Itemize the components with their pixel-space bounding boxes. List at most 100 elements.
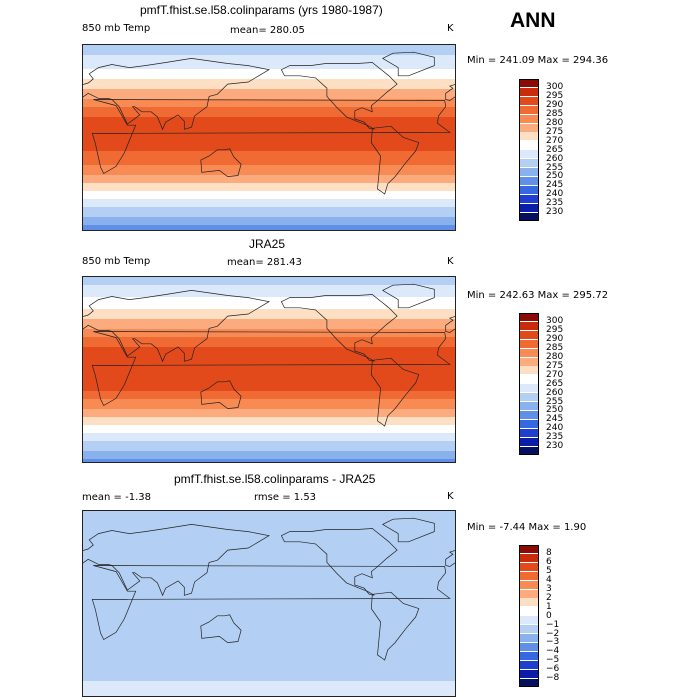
field-band <box>83 357 455 360</box>
field-band <box>83 637 455 640</box>
field-band <box>83 371 455 374</box>
colorbar-swatch <box>519 419 539 428</box>
field-band <box>83 305 455 308</box>
colorbar-swatch <box>519 366 539 375</box>
field-band <box>83 537 455 540</box>
colorbar-tick-label: 240 <box>546 189 564 200</box>
colorbar-tick-label: 265 <box>546 378 564 389</box>
panel-1-field-label: 850 mb Temp <box>82 23 151 34</box>
field-band <box>83 93 455 96</box>
colorbar-swatch <box>519 357 539 366</box>
colorbar-swatch <box>519 168 539 176</box>
colorbar-swatch <box>519 79 539 87</box>
field-band <box>83 119 455 122</box>
field-band <box>83 661 455 664</box>
colorbar-tick-label: −6 <box>546 664 560 675</box>
field-band <box>83 437 455 440</box>
colorbar-swatch <box>519 607 539 616</box>
field-band <box>83 389 455 392</box>
field-band <box>83 639 455 642</box>
field-band <box>83 431 455 434</box>
colorbar-swatch <box>519 321 539 330</box>
field-band <box>83 363 455 366</box>
colorbar-swatch <box>519 159 539 168</box>
field-band <box>83 605 455 608</box>
field-band <box>83 615 455 618</box>
field-band <box>83 623 455 626</box>
field-band <box>83 577 455 580</box>
colorbar-swatch <box>519 446 539 455</box>
colorbar-swatch <box>519 580 539 589</box>
colorbar-tick-label: 275 <box>546 360 564 371</box>
field-band <box>83 583 455 586</box>
field-band <box>83 613 455 616</box>
field-band <box>83 177 455 180</box>
field-band <box>83 383 455 386</box>
coastline <box>381 517 435 543</box>
field-band <box>83 525 455 528</box>
field-band <box>83 115 455 118</box>
coastline <box>91 99 451 174</box>
field-band <box>83 289 455 292</box>
field-band <box>83 679 455 682</box>
field-band <box>83 435 455 438</box>
field-band <box>83 321 455 324</box>
field-band <box>83 439 455 442</box>
field-band <box>83 85 455 88</box>
field-band <box>83 221 455 224</box>
field-band <box>83 57 455 60</box>
field-band <box>83 315 455 318</box>
field-band <box>83 95 455 98</box>
colorbar-tick-label: 275 <box>546 126 564 137</box>
field-band <box>83 517 455 520</box>
field-band <box>83 339 455 342</box>
field-band <box>83 299 455 302</box>
field-band <box>83 349 455 352</box>
field-band <box>83 139 455 142</box>
colorbar-swatch <box>519 141 539 150</box>
field-band <box>83 403 455 406</box>
colorbar-swatch <box>519 330 539 339</box>
colorbar-swatch <box>519 105 539 114</box>
panel-2-mean: mean= 281.43 <box>227 257 302 268</box>
colorbar-tick-label: 300 <box>546 316 564 327</box>
field-band <box>83 149 455 152</box>
field-band <box>83 197 455 200</box>
field-band <box>83 399 455 402</box>
field-band <box>83 293 455 296</box>
colorbar-tick-label: 300 <box>546 82 564 93</box>
field-band <box>83 279 455 282</box>
panel-2-title: JRA25 <box>249 237 286 251</box>
field-band <box>83 151 455 154</box>
field-band <box>83 645 455 648</box>
field-band <box>83 219 455 222</box>
field-band <box>83 617 455 620</box>
colorbar-tick-label: −5 <box>546 655 560 666</box>
colorbar-tick-label: 295 <box>546 91 564 102</box>
field-band <box>83 359 455 362</box>
field-band <box>83 207 455 210</box>
field-band <box>83 105 455 108</box>
field-band <box>83 531 455 534</box>
field-band <box>83 165 455 168</box>
field-band <box>83 597 455 600</box>
field-band <box>83 213 455 216</box>
field-band <box>83 593 455 596</box>
field-band <box>83 559 455 562</box>
field-band <box>83 217 455 220</box>
field-band <box>83 411 455 414</box>
field-band <box>83 519 455 522</box>
field-band <box>83 599 455 602</box>
colorbar-swatch <box>519 132 539 141</box>
field-band <box>83 199 455 202</box>
field-band <box>83 309 455 312</box>
colorbar-swatch <box>519 212 539 221</box>
field-band <box>83 585 455 588</box>
field-band <box>83 109 455 112</box>
field-band <box>83 121 455 124</box>
field-band <box>83 333 455 336</box>
field-band <box>83 135 455 138</box>
colorbar-tick-label: 285 <box>546 343 564 354</box>
field-band <box>83 173 455 176</box>
colorbar-tick-label: 290 <box>546 100 564 111</box>
